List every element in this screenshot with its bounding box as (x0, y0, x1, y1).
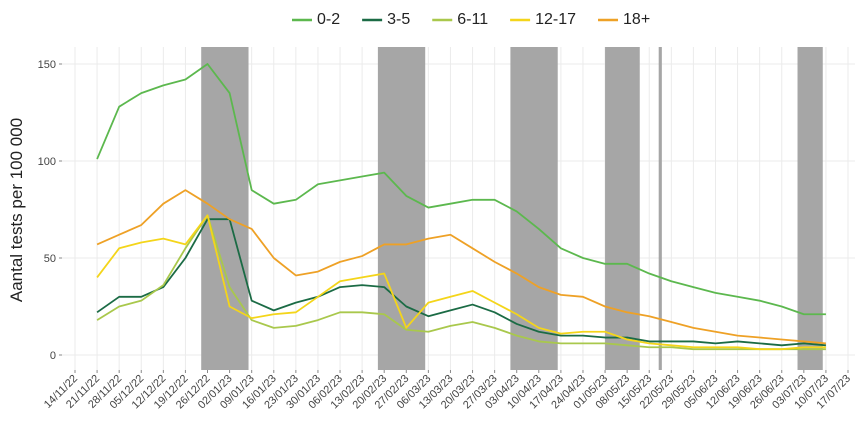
y-tick-label: 150 (38, 59, 56, 71)
series-line (96, 63, 826, 316)
shaded-period (201, 47, 249, 370)
legend-label: 6-11 (457, 11, 488, 28)
shaded-period (797, 47, 823, 370)
shaded-period (510, 47, 558, 370)
y-tick-label: 0 (50, 350, 56, 362)
series-line (96, 189, 826, 345)
series-line (96, 214, 826, 351)
legend-label: 12-17 (535, 11, 576, 28)
shaded-period (605, 47, 640, 370)
shaded-period (658, 47, 662, 370)
series-line (96, 218, 826, 347)
series-line (96, 214, 826, 351)
shaded-period (377, 47, 426, 370)
y-tick-label: 100 (38, 156, 56, 168)
legend-label: 3-5 (387, 11, 410, 28)
legend-label: 0-2 (317, 11, 340, 28)
y-axis-label: Aantal tests per 100 000 (7, 118, 26, 302)
legend-label: 18+ (623, 11, 650, 28)
y-tick-label: 50 (44, 253, 56, 265)
